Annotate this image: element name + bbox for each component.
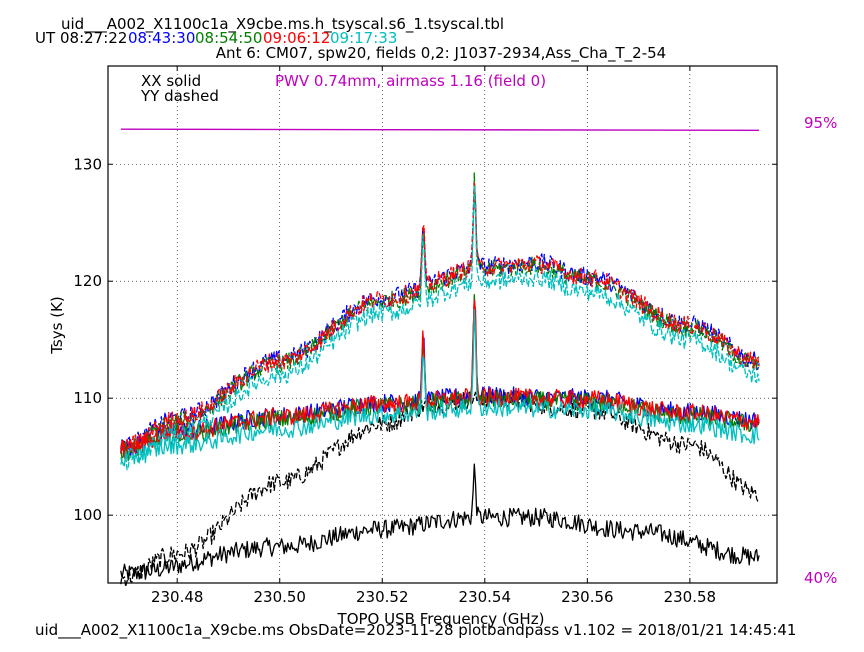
transmission-top-label: 95% [804, 114, 837, 132]
ticks: 230.48 230.50 230.52 230.54 230.56 230.58 100 1… [73, 66, 777, 606]
legend-xx-solid: XX solid [141, 72, 201, 90]
time-3: 09:06:12 [263, 29, 330, 47]
x-axis-label: TOPO USB Frequency (GHz) [337, 610, 545, 628]
y-tick-label: 110 [73, 389, 102, 407]
x-tick-label: 230.58 [664, 588, 717, 606]
x-tick-label: 230.52 [356, 588, 409, 606]
series-090612-xx [120, 299, 760, 459]
time-1: 08:43:30 [128, 29, 195, 47]
time-2: 08:54:50 [195, 29, 262, 47]
legend-yy-dashed: YY dashed [140, 87, 219, 105]
transmission-bottom-label: 40% [804, 569, 837, 587]
plot-subtitle: Ant 6: CM07, spw20, fields 0,2: J1037-29… [216, 44, 666, 63]
y-axis-label: Tsys (K) [48, 296, 66, 355]
x-tick-label: 230.50 [253, 588, 306, 606]
time-4: 09:17:33 [330, 29, 397, 47]
transmission-layer [120, 128, 760, 132]
x-tick-label: 230.56 [561, 588, 614, 606]
x-tick-label: 230.48 [151, 588, 204, 606]
pwv-annotation: PWV 0.74mm, airmass 1.16 (field 0) [275, 72, 546, 90]
series-085450-yy [120, 172, 760, 457]
filename-title: uid___A002_X1100c1a_X9cbe.ms.h_tsyscal.s… [61, 15, 504, 34]
transmission-curve [120, 128, 760, 132]
time-0: 08:27:22 [60, 29, 127, 47]
series-082722-xx [120, 463, 760, 581]
plot-frame [107, 65, 778, 584]
ut-label: UT [35, 29, 56, 47]
series-090612-yy [120, 182, 760, 458]
footer-info: uid___A002_X1100c1a_X9cbe.ms ObsDate=202… [35, 621, 796, 640]
y-tick-label: 120 [73, 272, 102, 290]
y-tick-label: 130 [73, 155, 102, 173]
series-091733-xx [120, 309, 760, 467]
series-layer [120, 172, 760, 588]
y-tick-label: 100 [73, 506, 102, 524]
x-tick-label: 230.54 [459, 588, 512, 606]
series-091733-yy [120, 184, 760, 471]
